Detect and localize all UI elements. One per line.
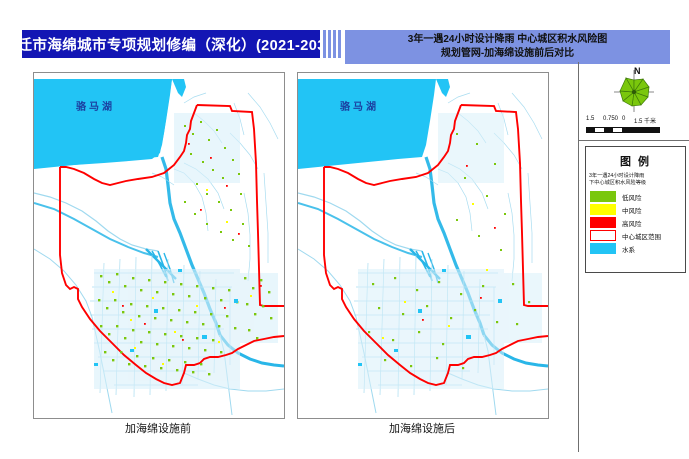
scale-bar: 1.5 0.750 0 1.5 千米 — [586, 116, 672, 133]
subtitle-line-1: 3年一遇24小时设计降雨 中心城区积水风险图 — [407, 33, 608, 45]
scale-bar-labels: 1.5 0.750 0 1.5 千米 — [586, 116, 672, 126]
stripe-4 — [338, 30, 341, 58]
legend-swatch — [590, 243, 616, 255]
scale-label-1: 0.750 — [603, 116, 619, 122]
main-title-banner: 宿迁市海绵城市专项规划修编（深化）(2021-2035) — [3, 30, 339, 58]
caption-before: 加海绵设施前 — [125, 423, 191, 435]
legend-box: 图 例 3年一遇24小时设计降雨 下中心城区积水风险等级 低风险中风险高风险中心… — [585, 146, 686, 273]
legend-subtitle: 3年一遇24小时设计降雨 下中心城区积水风险等级 — [589, 173, 647, 187]
legend-swatch — [590, 191, 616, 203]
legend-item-label: 中心城区范围 — [622, 233, 661, 241]
legend-swatch — [590, 204, 616, 216]
scale-label-0: 1.5 — [586, 116, 595, 122]
legend-item: 水系 — [590, 243, 685, 255]
stripe-2 — [328, 30, 331, 58]
main-title-text: 宿迁市海绵城市专项规划修编（深化）(2021-2035) — [2, 37, 340, 54]
north-letter: N — [634, 66, 641, 76]
stripe-1 — [323, 30, 326, 58]
legend-item: 高风险 — [590, 217, 685, 229]
legend-item-label: 中风险 — [622, 207, 642, 215]
north-arrow-icon: N — [610, 66, 658, 116]
stripe-3 — [333, 30, 336, 58]
map-panel-before[interactable]: 骆马湖 — [33, 72, 285, 419]
legend-title: 图 例 — [619, 156, 652, 168]
legend-item-label: 水系 — [622, 246, 635, 254]
legend-item: 低风险 — [590, 191, 685, 203]
subtitle-banner: 3年一遇24小时设计降雨 中心城区积水风险图 规划管网-加海绵设施前后对比 — [345, 30, 670, 64]
legend-item: 中心城区范围 — [590, 230, 685, 242]
caption-after: 加海绵设施后 — [389, 423, 455, 435]
legend-item-label: 低风险 — [622, 194, 642, 202]
legend-item-label: 高风险 — [622, 220, 642, 228]
legend-item: 中风险 — [590, 204, 685, 216]
legend-swatch — [590, 230, 616, 242]
legend-items: 低风险中风险高风险中心城区范围 水系 — [586, 191, 685, 255]
scale-bar-graphic — [586, 127, 660, 133]
map-graphic-after — [298, 73, 548, 418]
scale-segment-light-2 — [613, 128, 622, 132]
lake-label-before: 骆马湖 — [76, 102, 115, 113]
sidebar-divider — [578, 62, 579, 452]
compass-rose-svg — [614, 70, 654, 112]
lake-label-after: 骆马湖 — [340, 102, 379, 113]
scale-segment-light-1 — [595, 128, 604, 132]
title-separator-stripes — [322, 30, 344, 58]
map-panel-after[interactable]: 骆马湖 — [297, 72, 549, 419]
scale-label-3: 1.5 千米 — [634, 119, 657, 125]
map-graphic-before — [34, 73, 284, 418]
sidebar-horizontal-rule — [578, 140, 689, 141]
subtitle-line-2: 规划管网-加海绵设施前后对比 — [440, 48, 575, 59]
scale-label-2: 0 — [622, 116, 626, 122]
legend-swatch — [590, 217, 616, 229]
